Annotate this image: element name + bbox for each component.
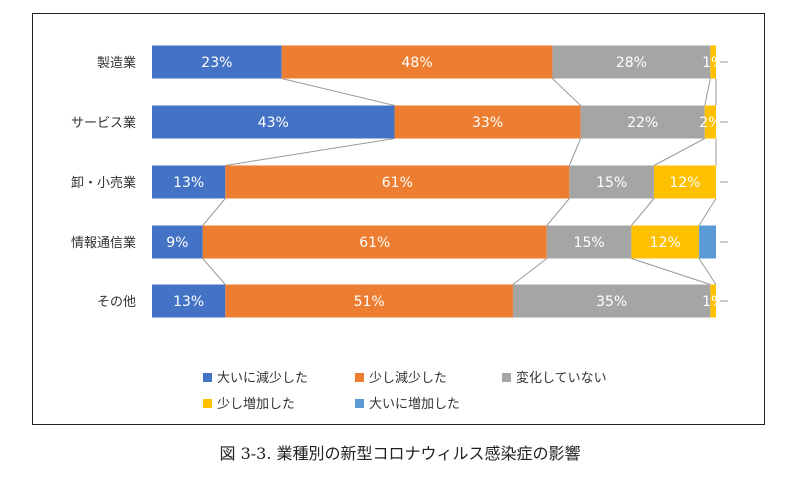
series-line — [202, 198, 226, 226]
data-label: 12% — [650, 235, 681, 251]
category-label: その他 — [97, 295, 136, 310]
series-line — [631, 258, 711, 285]
data-label: 1% — [702, 294, 724, 310]
legend-label: 変化していない — [516, 370, 607, 386]
data-label: 1% — [702, 55, 724, 71]
legend-swatch — [355, 399, 364, 408]
series-line — [552, 78, 581, 106]
series-line — [653, 138, 705, 166]
bar-segment — [631, 225, 700, 259]
series-line — [546, 198, 570, 226]
data-label: 35% — [596, 294, 627, 310]
series-line — [225, 138, 395, 166]
series-line — [704, 78, 711, 106]
legend-label: 少し増加した — [217, 397, 295, 412]
bar-segment — [202, 225, 547, 259]
data-label: 33% — [472, 115, 503, 131]
series-line — [568, 138, 582, 166]
bar-segment — [152, 105, 395, 139]
series-line — [698, 258, 717, 285]
category-label: 情報通信業 — [71, 235, 136, 251]
data-label: 43% — [258, 115, 289, 131]
series-line — [281, 78, 395, 106]
bar-segment — [569, 165, 654, 199]
bar-segment — [512, 284, 711, 318]
legend-label: 大いに増加した — [369, 397, 460, 412]
bar-segment — [152, 45, 282, 79]
data-label: 15% — [596, 175, 627, 191]
bar-segment — [394, 105, 581, 139]
data-label: 15% — [574, 235, 605, 251]
bar-segment — [699, 225, 716, 259]
category-label: 卸・小売業 — [71, 175, 136, 191]
data-label: 12% — [669, 175, 700, 191]
bar-segment — [225, 284, 513, 318]
data-label: 13% — [173, 175, 204, 191]
data-label: 61% — [382, 175, 413, 191]
bar-segment — [152, 225, 203, 259]
data-label: 51% — [354, 294, 385, 310]
legend-swatch — [203, 373, 212, 382]
legend-swatch — [203, 399, 212, 408]
bar-segment — [704, 105, 716, 139]
data-label: 23% — [201, 55, 232, 71]
bar-segment — [546, 225, 632, 259]
category-label: 製造業 — [97, 55, 136, 71]
data-label: 48% — [402, 55, 433, 71]
bar-segment — [552, 45, 711, 79]
chart-frame — [32, 13, 765, 425]
legend-label: 少し減少した — [369, 370, 447, 386]
bar-segment — [225, 165, 570, 199]
bar-segment — [710, 45, 716, 79]
data-label: 9% — [166, 235, 188, 251]
bar-segment — [710, 284, 716, 318]
series-line — [631, 198, 655, 226]
data-label: 28% — [616, 55, 647, 71]
category-label: サービス業 — [71, 115, 136, 131]
data-label: 22% — [627, 115, 658, 131]
data-label: 2% — [699, 115, 721, 131]
series-line — [202, 258, 226, 285]
figure-caption: 図 3-3. 業種別の新型コロナウィルス感染症の影響 — [219, 444, 581, 463]
data-label: 13% — [173, 294, 204, 310]
data-label: 61% — [359, 235, 390, 251]
bar-segment — [653, 165, 716, 199]
legend-swatch — [355, 373, 364, 382]
bar-segment — [152, 284, 226, 318]
bar-segment — [281, 45, 553, 79]
series-line — [698, 198, 717, 226]
series-line — [512, 258, 548, 285]
bar-segment — [580, 105, 705, 139]
legend-swatch — [502, 373, 511, 382]
bar-segment — [152, 165, 226, 199]
legend-label: 大いに減少した — [217, 370, 308, 386]
